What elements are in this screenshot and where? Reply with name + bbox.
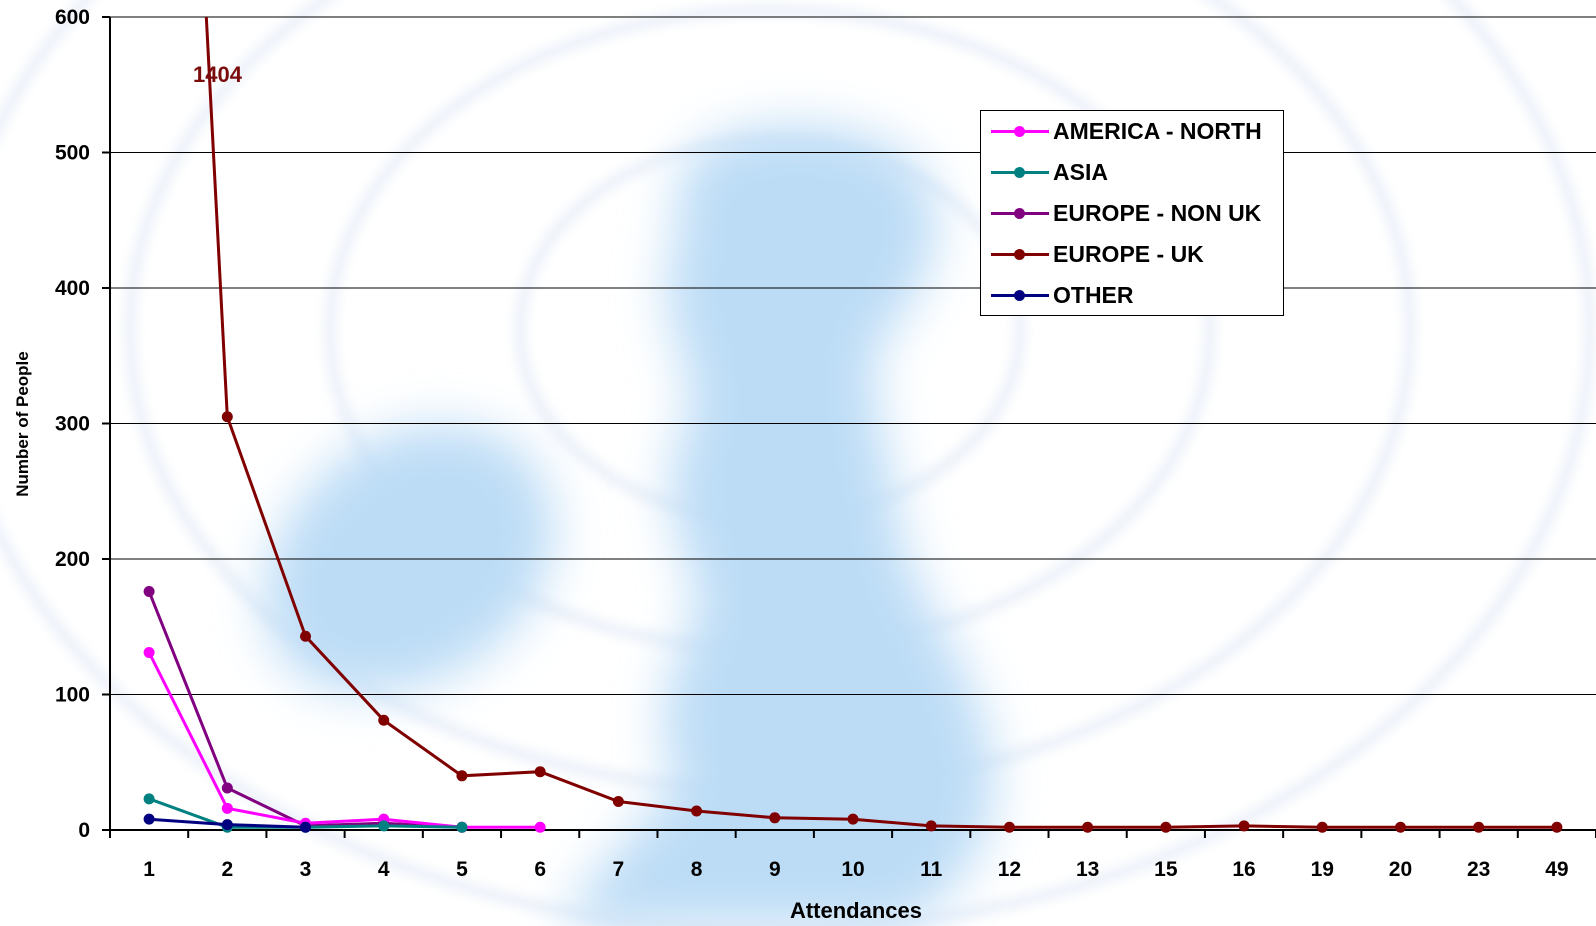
x-tick-label: 6 [534,858,546,881]
y-tick-label: 0 [78,819,90,842]
data-point [456,821,468,833]
data-point [221,782,233,794]
x-tick-label: 8 [691,858,703,881]
data-point [378,820,390,832]
data-point [300,630,312,642]
x-tick-label: 1 [143,858,155,881]
y-tick-label: 300 [55,413,90,436]
data-point [1238,820,1250,832]
x-tick-label: 20 [1389,858,1412,881]
series-america-north [143,646,546,833]
y-tick-label: 600 [55,6,90,29]
x-tick-label: 23 [1467,858,1490,881]
y-tick-label: 500 [55,142,90,165]
legend-item: AMERICA - NORTH [991,116,1262,146]
x-tick-label: 7 [613,858,625,881]
data-point [534,766,546,778]
data-point [300,821,312,833]
legend-swatch [991,165,1049,179]
legend-label: EUROPE - NON UK [1053,199,1262,226]
x-tick-label: 11 [920,858,943,881]
data-point [847,813,859,825]
data-point [612,796,624,808]
x-tick-label: 10 [841,858,864,881]
legend-label: ASIA [1053,158,1108,185]
data-point [769,812,781,824]
x-tick-label: 19 [1311,858,1334,881]
x-tick-label: 9 [769,858,781,881]
data-point [143,586,155,598]
legend-item: ASIA [991,157,1108,187]
y-axis-title: Number of People [13,351,32,496]
legend-item: OTHER [991,280,1134,310]
data-point [378,714,390,726]
data-point [143,813,155,825]
legend-label: AMERICA - NORTH [1053,117,1262,144]
series-europe-uk [204,17,1563,833]
legend-item: EUROPE - UK [991,239,1204,269]
data-point [691,805,703,817]
x-tick-label: 15 [1154,858,1178,881]
x-axis-ticks: 1 2 3 4 5 6 7 8 9 10 11 12 13 15 16 19 20 23 49 [109,830,1596,881]
x-tick-label: 12 [998,858,1021,881]
legend-item: EUROPE - NON UK [991,198,1261,228]
data-point [221,411,233,423]
x-tick-label: 3 [300,858,312,881]
data-point [221,819,233,831]
x-tick-label: 49 [1545,858,1568,881]
x-tick-label: 2 [221,858,233,881]
y-tick-label: 200 [55,548,90,571]
legend-swatch [991,124,1049,138]
data-point [925,820,937,832]
data-point [1473,821,1485,833]
series-other [143,813,312,833]
legend-label: EUROPE - UK [1053,240,1204,267]
data-point [534,821,546,833]
series-line [147,590,462,829]
y-axis-ticks: 0 100 200 300 400 500 600 [55,6,110,842]
x-tick-label: 5 [456,858,468,881]
data-point [1082,821,1094,833]
series-lines [143,17,1563,833]
gridlines [110,16,1596,695]
data-point [143,793,155,805]
data-point [1160,821,1172,833]
data-point [1394,821,1406,833]
data-point [221,802,233,814]
y-tick-label: 400 [55,277,90,300]
data-point [1003,821,1015,833]
x-tick-label: 4 [378,858,390,881]
legend: AMERICA - NORTH ASIA EUROPE - NON UK EUROPE… [980,110,1284,316]
legend-swatch [991,206,1049,220]
data-point [1316,821,1328,833]
data-point [1551,821,1563,833]
x-axis-title: Attendances [790,898,922,923]
legend-swatch [991,288,1049,302]
legend-label: OTHER [1053,281,1134,308]
x-tick-label: 16 [1232,858,1255,881]
x-tick-label: 13 [1076,858,1099,881]
data-point [143,646,155,658]
data-point [456,770,468,782]
series-europe-non-uk [143,586,468,833]
y-tick-label: 100 [55,684,90,707]
annotation-label: 1404 [193,62,243,87]
legend-swatch [991,247,1049,261]
series-line [204,17,1557,829]
series-line [147,651,541,829]
